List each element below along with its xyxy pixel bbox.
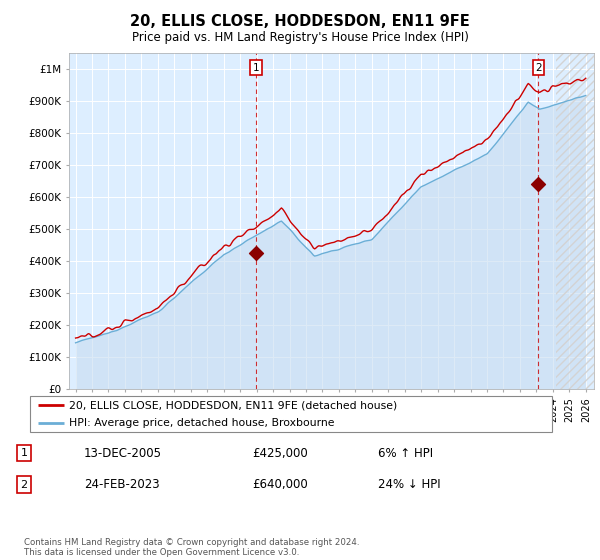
- Text: £425,000: £425,000: [252, 446, 308, 460]
- FancyBboxPatch shape: [30, 396, 552, 432]
- Text: 1: 1: [20, 448, 28, 458]
- Text: 2: 2: [535, 63, 542, 73]
- Text: 2: 2: [20, 480, 28, 490]
- Text: 20, ELLIS CLOSE, HODDESDON, EN11 9FE (detached house): 20, ELLIS CLOSE, HODDESDON, EN11 9FE (de…: [69, 400, 397, 410]
- Text: Contains HM Land Registry data © Crown copyright and database right 2024.
This d: Contains HM Land Registry data © Crown c…: [24, 538, 359, 557]
- Text: 1: 1: [253, 63, 259, 73]
- Text: £640,000: £640,000: [252, 478, 308, 491]
- Text: 20, ELLIS CLOSE, HODDESDON, EN11 9FE: 20, ELLIS CLOSE, HODDESDON, EN11 9FE: [130, 14, 470, 29]
- Text: HPI: Average price, detached house, Broxbourne: HPI: Average price, detached house, Brox…: [69, 418, 335, 428]
- Text: 13-DEC-2005: 13-DEC-2005: [84, 446, 162, 460]
- Point: [251, 249, 261, 258]
- Point: [533, 180, 543, 189]
- Text: 24-FEB-2023: 24-FEB-2023: [84, 478, 160, 491]
- Text: Price paid vs. HM Land Registry's House Price Index (HPI): Price paid vs. HM Land Registry's House …: [131, 31, 469, 44]
- Text: 24% ↓ HPI: 24% ↓ HPI: [378, 478, 440, 491]
- Text: 6% ↑ HPI: 6% ↑ HPI: [378, 446, 433, 460]
